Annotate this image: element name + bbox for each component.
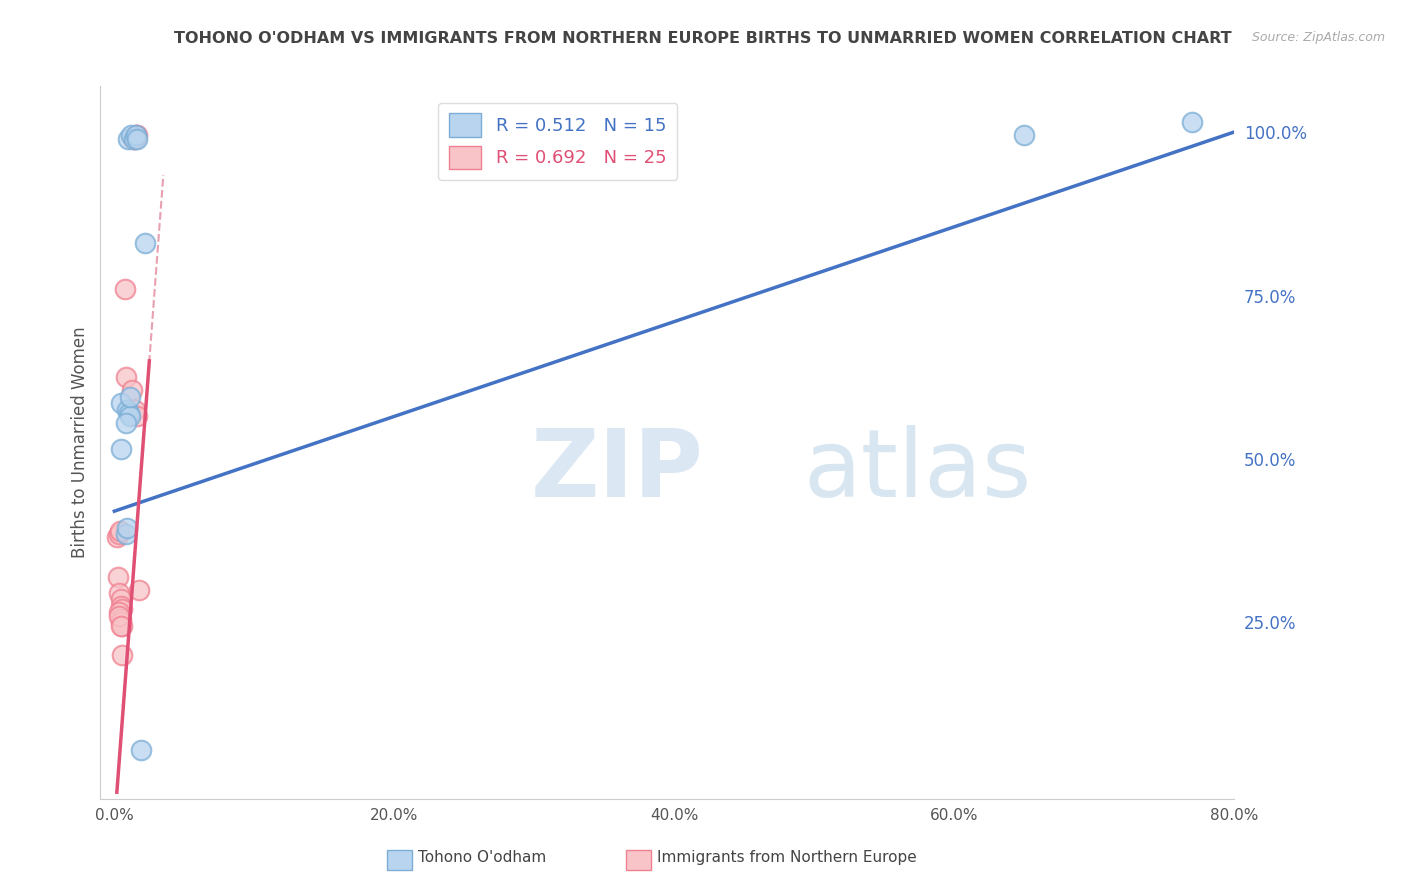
Point (127, 131, 149, 145)
Point (115, 403, 138, 417)
Point (122, 131, 145, 145)
Legend: R = 0.512   N = 15, R = 0.692   N = 25: R = 0.512 N = 15, R = 0.692 N = 25 (439, 103, 678, 179)
Point (117, 131, 139, 145)
Point (127, 409, 149, 424)
Point (110, 592, 132, 607)
Y-axis label: Births to Unmarried Women: Births to Unmarried Women (72, 326, 89, 558)
Point (115, 370, 138, 384)
Text: Immigrants from Northern Europe: Immigrants from Northern Europe (657, 850, 917, 865)
Point (115, 520, 138, 534)
Point (110, 442, 132, 456)
Point (111, 618, 134, 632)
Point (122, 131, 145, 145)
Point (120, 390, 142, 404)
Point (124, 131, 146, 145)
Point (125, 128, 148, 143)
Point (1012, 128, 1035, 143)
Text: ZIP: ZIP (531, 425, 704, 517)
Point (108, 586, 131, 600)
Point (105, 530, 128, 544)
Point (111, 648, 134, 662)
Point (129, 743, 152, 757)
Point (115, 416, 138, 430)
Point (120, 128, 142, 143)
Point (134, 236, 156, 251)
Point (128, 582, 150, 597)
Point (114, 282, 136, 296)
Text: Source: ZipAtlas.com: Source: ZipAtlas.com (1251, 31, 1385, 45)
Point (107, 527, 129, 541)
Point (125, 128, 148, 143)
Text: TOHONO O'ODHAM VS IMMIGRANTS FROM NORTHERN EUROPE BIRTHS TO UNMARRIED WOMEN CORR: TOHONO O'ODHAM VS IMMIGRANTS FROM NORTHE… (174, 31, 1232, 46)
Point (1181, 115, 1204, 129)
Point (118, 409, 141, 424)
Point (121, 384, 143, 398)
Point (108, 608, 131, 623)
Point (110, 615, 132, 630)
Point (110, 599, 132, 613)
Point (127, 128, 149, 143)
Point (118, 406, 141, 420)
Point (110, 618, 132, 632)
Point (107, 569, 129, 583)
Point (110, 612, 132, 626)
Point (114, 527, 136, 541)
Point (108, 524, 131, 538)
Text: atlas: atlas (803, 425, 1032, 517)
Point (110, 396, 132, 410)
Point (108, 606, 131, 620)
Point (124, 403, 146, 417)
Point (111, 602, 134, 616)
Text: Tohono O'odham: Tohono O'odham (418, 850, 546, 865)
